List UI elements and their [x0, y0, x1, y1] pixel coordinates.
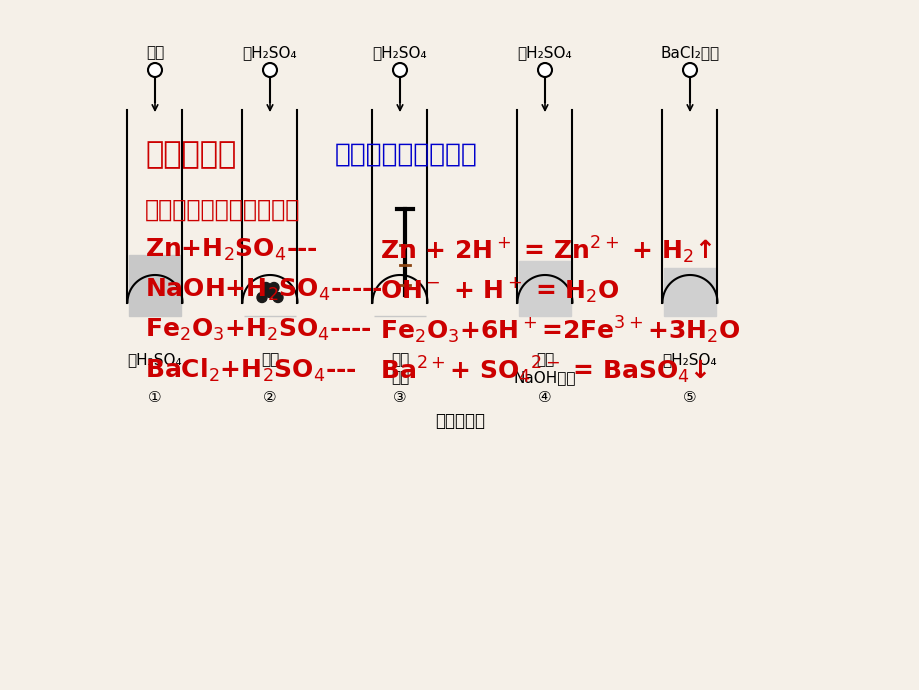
- Text: BaCl$_2$+H$_2$SO$_4$---: BaCl$_2$+H$_2$SO$_4$---: [145, 357, 357, 384]
- Text: 稀H₂SO₄: 稀H₂SO₄: [243, 45, 297, 60]
- Text: NaOH+H$_2$SO$_4$-----: NaOH+H$_2$SO$_4$-----: [145, 277, 382, 303]
- Text: 稀H₂SO₄: 稀H₂SO₄: [662, 352, 717, 367]
- Text: 知识回顾：: 知识回顾：: [145, 141, 236, 170]
- Text: 酚酞: 酚酞: [535, 352, 553, 367]
- Circle shape: [392, 63, 406, 77]
- Circle shape: [268, 282, 278, 293]
- Text: 铁钉: 铁钉: [391, 370, 409, 385]
- Text: ⑤: ⑤: [683, 390, 696, 405]
- Circle shape: [261, 282, 271, 293]
- Text: 石蕊: 石蕊: [146, 45, 164, 60]
- Text: BaCl₂溶液: BaCl₂溶液: [660, 45, 719, 60]
- Circle shape: [148, 63, 162, 77]
- Text: Zn+H$_2$SO$_4$---: Zn+H$_2$SO$_4$---: [145, 237, 318, 263]
- Text: 锌粒: 锌粒: [261, 352, 278, 367]
- Text: ③: ③: [392, 390, 406, 405]
- Text: 稀H₂SO₄: 稀H₂SO₄: [517, 45, 572, 60]
- Text: 稀H₂SO₄: 稀H₂SO₄: [372, 45, 426, 60]
- Circle shape: [263, 63, 277, 77]
- Bar: [518, 262, 571, 316]
- Text: NaOH容液: NaOH容液: [513, 370, 575, 385]
- Text: ④: ④: [538, 390, 551, 405]
- Circle shape: [273, 293, 283, 302]
- Circle shape: [682, 63, 697, 77]
- Circle shape: [265, 288, 275, 297]
- Text: OH$^-$ + H$^+$ = H$_2$O: OH$^-$ + H$^+$ = H$_2$O: [380, 275, 619, 304]
- Circle shape: [538, 63, 551, 77]
- Text: ②: ②: [263, 390, 277, 405]
- Text: 有关反应的离子方程式：: 有关反应的离子方程式：: [145, 198, 300, 222]
- Text: 稀硫酸具有酸的通性: 稀硫酸具有酸的通性: [335, 142, 477, 168]
- Bar: [664, 268, 715, 316]
- Bar: [129, 255, 181, 316]
- Text: Ba$^{2+}$+ SO$_4$$^{2-}$ = BaSO$_4$↓: Ba$^{2+}$+ SO$_4$$^{2-}$ = BaSO$_4$↓: [380, 354, 707, 386]
- Circle shape: [256, 293, 267, 302]
- Text: Fe$_2$O$_3$+H$_2$SO$_4$----: Fe$_2$O$_3$+H$_2$SO$_4$----: [145, 317, 371, 343]
- Text: 带锈: 带锈: [391, 352, 409, 367]
- Text: 实验示意图: 实验示意图: [435, 412, 484, 430]
- Text: ①: ①: [148, 390, 162, 405]
- Text: 稀H₂SO₄: 稀H₂SO₄: [128, 352, 182, 367]
- Text: Fe$_2$O$_3$+6H$^+$=2Fe$^{3+}$+3H$_2$O: Fe$_2$O$_3$+6H$^+$=2Fe$^{3+}$+3H$_2$O: [380, 315, 740, 346]
- Text: Zn + 2H$^+$ = Zn$^{2+}$ + H$_2$↑: Zn + 2H$^+$ = Zn$^{2+}$ + H$_2$↑: [380, 235, 711, 266]
